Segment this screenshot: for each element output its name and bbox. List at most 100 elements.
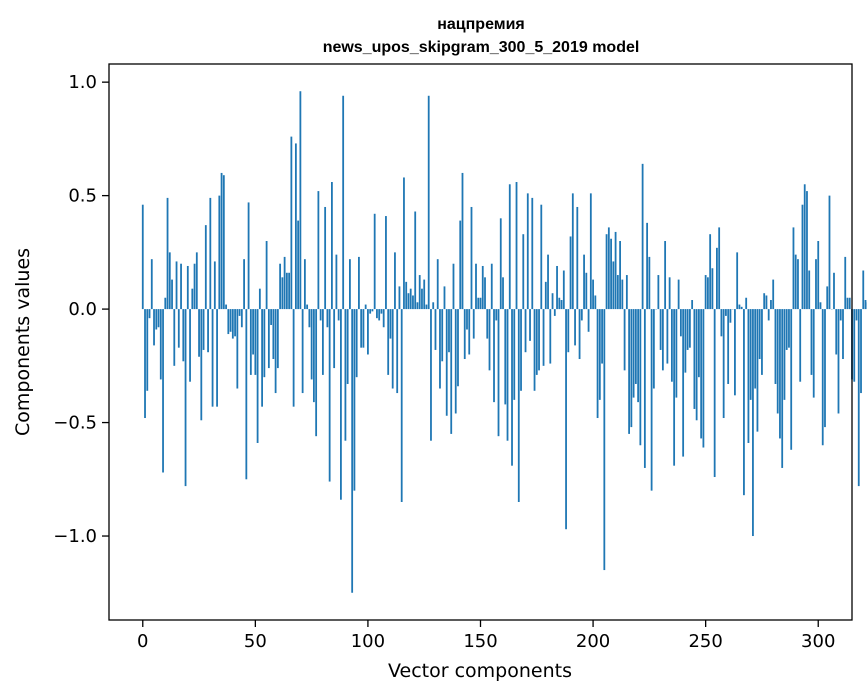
bar	[317, 191, 320, 310]
bar	[619, 241, 621, 310]
bar	[695, 309, 698, 421]
bar	[688, 309, 691, 348]
bar	[389, 309, 392, 339]
bar	[466, 309, 468, 330]
bar	[454, 309, 457, 414]
bar	[821, 309, 824, 446]
bar	[218, 195, 221, 310]
bar	[864, 300, 867, 310]
x-tick-label: 0	[137, 631, 148, 652]
bar	[247, 202, 250, 310]
bar	[603, 309, 606, 571]
bar	[806, 191, 808, 310]
bar	[470, 206, 473, 310]
bar	[184, 309, 187, 487]
x-tick-label: 250	[688, 631, 722, 652]
bar	[675, 309, 678, 398]
bar	[513, 309, 516, 400]
bar	[407, 293, 410, 310]
bar	[358, 256, 360, 310]
y-tick-label: −1.0	[53, 526, 97, 547]
bar	[839, 309, 842, 321]
bar	[535, 309, 538, 375]
y-tick-label: 0.5	[68, 186, 97, 207]
bar	[713, 309, 716, 478]
bar	[718, 227, 721, 310]
bar	[756, 309, 759, 432]
bar	[490, 263, 493, 310]
bar	[231, 309, 234, 339]
bar	[799, 309, 802, 382]
bar	[740, 306, 743, 310]
bar	[315, 309, 318, 437]
bar	[578, 309, 581, 360]
bar	[445, 309, 448, 416]
bar	[522, 234, 525, 310]
bar	[772, 279, 775, 310]
bar	[303, 259, 306, 310]
bar	[601, 309, 603, 364]
bar	[423, 279, 426, 310]
bar	[650, 309, 653, 491]
bar	[686, 309, 689, 350]
bar	[385, 216, 387, 310]
y-axis-ticks: −1.0 −0.5 0.0 0.5 1.0	[53, 72, 109, 547]
bar	[693, 309, 696, 409]
bar	[783, 309, 786, 400]
bar	[283, 256, 286, 310]
bar	[504, 309, 507, 405]
bar	[691, 300, 694, 310]
bar	[515, 182, 518, 310]
bar	[200, 309, 203, 421]
bar	[153, 309, 155, 346]
x-tick-label: 50	[244, 631, 267, 652]
bar	[288, 272, 291, 310]
bar	[364, 304, 367, 310]
bar	[416, 302, 419, 310]
bar	[279, 263, 282, 310]
bar	[477, 297, 480, 310]
bar	[252, 309, 254, 355]
bar	[812, 309, 815, 398]
bar	[159, 309, 162, 380]
bar	[180, 263, 182, 310]
bar	[373, 213, 376, 310]
bar	[661, 309, 664, 371]
bar	[745, 297, 748, 310]
bar	[743, 309, 745, 496]
bar	[344, 309, 347, 441]
bar	[531, 197, 534, 310]
bar	[409, 288, 412, 310]
bar	[195, 252, 198, 310]
x-tick-label: 150	[463, 631, 497, 652]
bar	[432, 302, 435, 310]
bar	[592, 279, 594, 310]
bar	[632, 309, 635, 398]
bar	[623, 309, 626, 371]
bar	[297, 220, 300, 310]
x-tick-label: 100	[351, 631, 385, 652]
bar	[220, 172, 223, 310]
bar	[556, 265, 558, 310]
bar	[585, 272, 588, 310]
bar	[641, 163, 644, 310]
bar	[270, 309, 273, 325]
bar	[670, 309, 673, 382]
bar	[810, 309, 813, 375]
bar	[734, 309, 736, 396]
bar	[475, 263, 477, 310]
bar	[171, 279, 173, 310]
bar	[144, 309, 146, 419]
bar	[848, 297, 851, 310]
bar	[430, 309, 432, 441]
bar	[472, 309, 475, 339]
bar	[306, 304, 309, 310]
bar	[511, 309, 513, 466]
bar	[729, 309, 732, 323]
bar	[747, 309, 750, 443]
x-tick-label: 200	[576, 631, 610, 652]
bar	[702, 309, 705, 448]
bar	[202, 309, 205, 350]
bar	[414, 211, 417, 310]
